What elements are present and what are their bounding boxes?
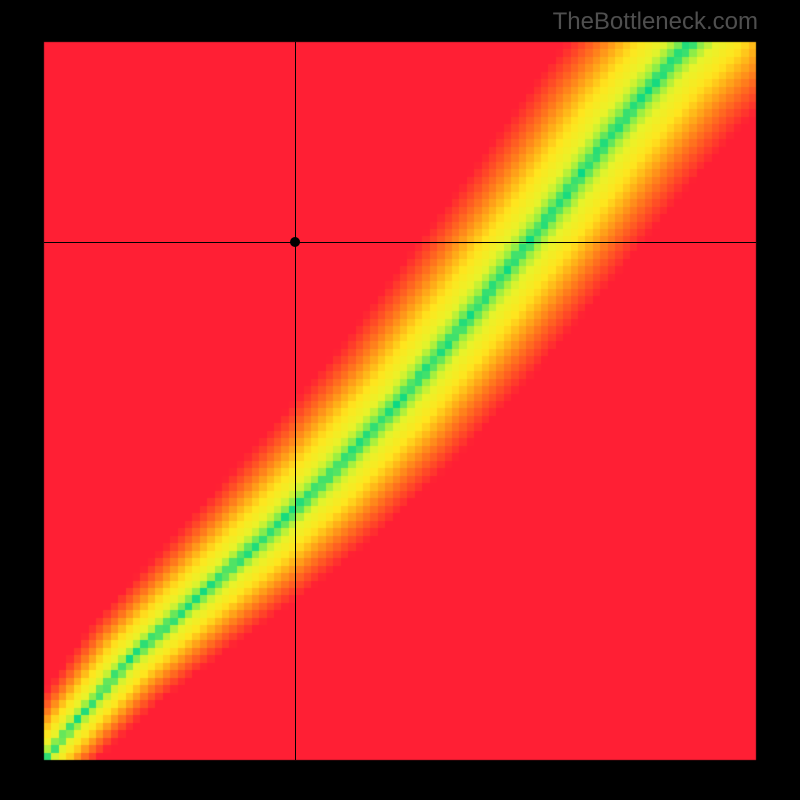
watermark-text: TheBottleneck.com bbox=[553, 8, 758, 36]
crosshair-horizontal bbox=[44, 242, 756, 243]
crosshair-vertical bbox=[295, 42, 296, 760]
crosshair-dot bbox=[290, 237, 300, 247]
heatmap-canvas bbox=[0, 0, 800, 800]
chart-container: TheBottleneck.com bbox=[0, 0, 800, 800]
